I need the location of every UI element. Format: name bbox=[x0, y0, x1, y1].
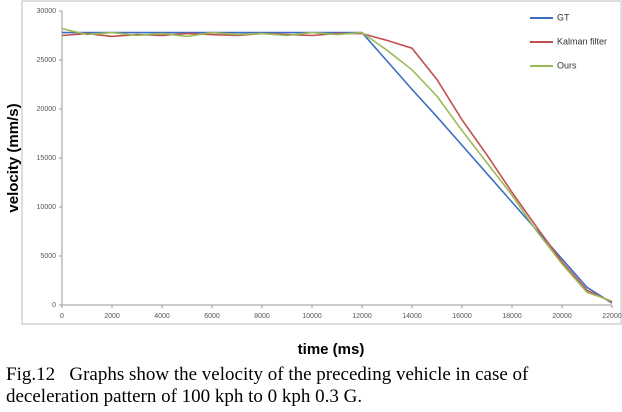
y-tick-label: 5000 bbox=[40, 253, 56, 260]
x-tick-label: 12000 bbox=[352, 313, 372, 320]
legend-label: Ours bbox=[557, 60, 577, 70]
legend-label: Kalman filter bbox=[557, 36, 607, 46]
y-tick-label: 25000 bbox=[37, 57, 57, 64]
caption-line: deceleration pattern of 100 kph to 0 kph… bbox=[6, 386, 363, 407]
caption: Fig.12 Graphs show the velocity of the p… bbox=[6, 364, 528, 408]
legend-label: GT bbox=[557, 12, 570, 22]
x-axis-title: time (ms) bbox=[298, 341, 365, 358]
x-tick-label: 22000 bbox=[602, 313, 622, 320]
y-tick-label: 10000 bbox=[37, 204, 57, 211]
caption-line: Fig.12 Graphs show the velocity of the p… bbox=[6, 364, 529, 385]
y-axis-title: velocity (mm/s) bbox=[5, 103, 22, 212]
chart: time (ms) velocity (mm/s) 0 5000 10000 1500… bbox=[5, 0, 622, 358]
x-tick-label: 0 bbox=[60, 313, 64, 320]
series-line bbox=[62, 31, 613, 304]
x-tick-label: 8000 bbox=[254, 313, 270, 320]
x-tick-label: 16000 bbox=[452, 313, 472, 320]
x-tick-label: 10000 bbox=[302, 313, 322, 320]
chart-frame bbox=[21, 0, 622, 325]
y-tick-label: 0 bbox=[52, 302, 56, 309]
x-tick-label: 14000 bbox=[402, 313, 422, 320]
y-tick-label: 20000 bbox=[37, 106, 57, 113]
x-tick-label: 18000 bbox=[502, 313, 522, 320]
series-line bbox=[61, 32, 613, 303]
x-tick-label: 6000 bbox=[204, 313, 220, 320]
x-tick-label: 2000 bbox=[104, 313, 120, 320]
series-line bbox=[61, 27, 613, 302]
y-tick-label: 15000 bbox=[37, 155, 57, 162]
x-tick-label: 20000 bbox=[552, 313, 572, 320]
y-tick-label: 30000 bbox=[37, 8, 57, 15]
x-tick-label: 4000 bbox=[154, 313, 170, 320]
